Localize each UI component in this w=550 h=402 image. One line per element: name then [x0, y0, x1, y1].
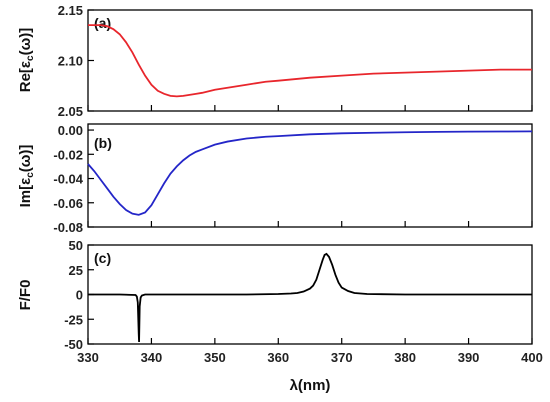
- panel-b-label: (b): [94, 135, 112, 151]
- panel-b-series-line: [87, 130, 533, 216]
- panel-c-ytick-label: 25: [69, 263, 83, 278]
- panel-c-ylabel: F/F0: [17, 280, 34, 311]
- panel-b-ytick-label: -0.04: [53, 172, 83, 187]
- panel-c-xlabel: λ(nm): [290, 377, 331, 394]
- panel-b-ytick-label: -0.02: [53, 147, 83, 162]
- panel-c-label: (c): [94, 250, 111, 266]
- panel-c-series-line: [88, 252, 532, 343]
- panel-c-yticks: -50 -25 0 25 50: [64, 238, 94, 352]
- panel-b-ytick-label: -0.06: [53, 196, 83, 211]
- panel-b-ylabel: Im[εc(ω)]: [17, 145, 36, 208]
- panel-c-ytick-label: 0: [76, 288, 83, 303]
- panel-c-xtick-label: 350: [204, 350, 226, 365]
- panel-a-ytick-label: 2.15: [58, 3, 83, 18]
- panel-c-xtick-label: 400: [521, 350, 543, 365]
- panel-b-frame: [87, 123, 533, 228]
- panel-c-ytick-label: -25: [64, 312, 83, 327]
- panel-b-yticks: -0.08 -0.06 -0.04 -0.02 0.00: [53, 123, 533, 235]
- panel-a-ylabel: Re[εc(ω)]: [17, 28, 36, 93]
- panel-a-series-line: [88, 24, 532, 98]
- panel-c-xtick-label: 330: [77, 350, 99, 365]
- panel-c-xtick-label: 390: [458, 350, 480, 365]
- panel-c-xtick-label: 370: [331, 350, 353, 365]
- panel-c-ytick-label: -50: [64, 337, 83, 352]
- panel-c-xtick-label: 360: [267, 350, 289, 365]
- panel-c-xtick-label: 340: [141, 350, 163, 365]
- panel-c-xticks: 330 340 350 360 370 380 390 400: [77, 338, 543, 365]
- panel-a-frame: [87, 9, 533, 112]
- panel-c-xtick-label: 380: [394, 350, 416, 365]
- panel-c: (c) -50 -25 0 25 50 330 340 350 360 370 380 390 400…: [17, 238, 543, 394]
- panel-b-ytick-label: -0.08: [53, 220, 83, 235]
- panel-a-ytick-label: 2.05: [58, 104, 83, 119]
- panel-a: (a) 2.05 2.10 2.15 Re[εc(ω)]: [17, 3, 533, 119]
- panel-c-ytick-label: 50: [69, 238, 83, 253]
- panel-b: (b) -0.08 -0.06 -0.04 -0.02 0.00 Im[εc(ω)]: [17, 123, 533, 235]
- panel-b-ytick-label: 0.00: [58, 123, 83, 138]
- panel-a-yticks: 2.05 2.10 2.15: [58, 3, 533, 119]
- panel-a-ytick-label: 2.10: [58, 54, 83, 69]
- panel-a-label: (a): [94, 15, 111, 31]
